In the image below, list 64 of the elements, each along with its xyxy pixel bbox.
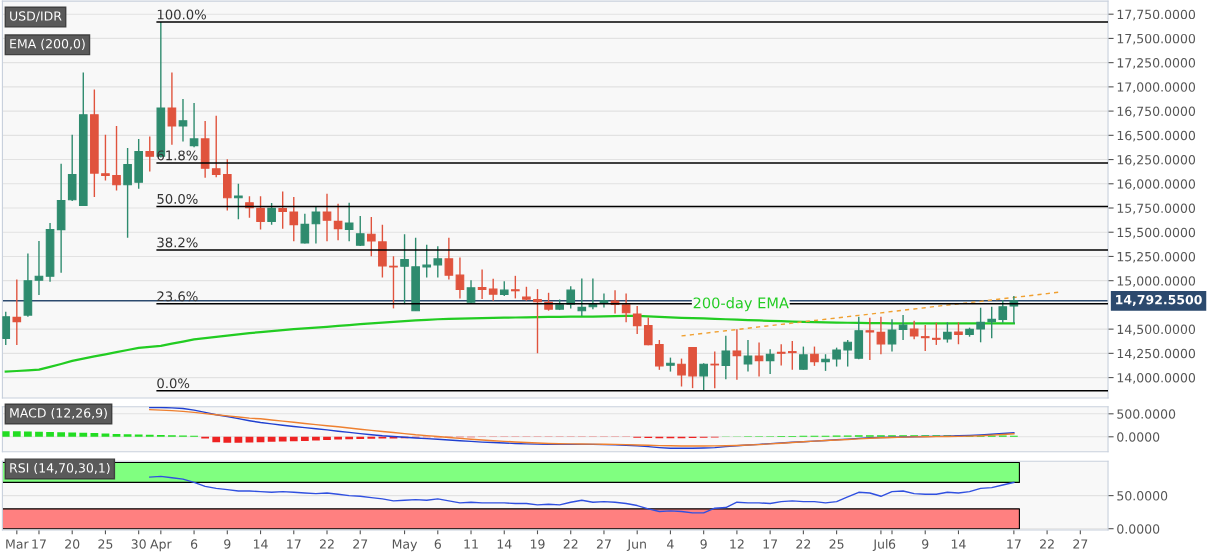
y-tick-label: 15,750.0000 [1117,203,1196,215]
chart-title: MACD (12,26,9) [10,407,107,420]
annotation: EMA (200,0) [10,38,85,50]
x-tick-label: 17 [1007,539,1021,549]
x-tick-label: May [392,539,418,552]
x-tick-label: 6 [434,539,441,549]
x-tick-label: 22 [1040,539,1054,549]
x-tick-label: Mar [6,539,29,549]
annotation: 61.8% [157,150,198,161]
x-tick-label: 27 [596,539,611,549]
series-label: 200-day EMA [693,297,789,312]
x-tick-label: 27 [1073,539,1088,549]
x-tick-label: Jun [626,539,646,552]
ref-line-label: 14,792.5500 [1116,294,1202,307]
y-tick-label: 14,250.0000 [1117,348,1196,360]
x-tick-label: 22 [319,539,334,549]
annotation: 100.0% [157,9,206,20]
y-tick-label: 50.0000 [1117,491,1168,501]
y-tick-label: 16,000.0000 [1117,179,1196,190]
x-tick-label: 30 [131,539,146,549]
x-tick-label: Jul [872,539,888,552]
x-tick-label: 14 [951,539,966,549]
annotation: 23.6% [157,291,198,302]
x-tick-label: 9 [700,539,707,549]
y-tick-label: 17,000.0000 [1117,82,1196,94]
x-tick-label: 27 [353,539,368,549]
y-tick-label: 14,000.0000 [1117,373,1196,384]
annotation: 50.0% [157,193,198,204]
y-tick-label: 16,250.0000 [1117,155,1196,166]
x-tick-label: 12 [730,539,744,549]
x-tick-label: 14 [253,539,268,549]
x-tick-label: 17 [763,539,778,549]
x-tick-label: 14 [497,539,512,549]
x-tick-label: 19 [530,539,545,549]
x-tick-label: 22 [563,539,578,549]
y-tick-label: 17,750.0000 [1117,9,1196,21]
y-tick-label: 0.0000 [1117,524,1160,534]
y-tick-label: 500.0000 [1117,409,1176,419]
y-tick-label: 15,000.0000 [1117,276,1196,287]
x-tick-label: 17 [32,539,46,549]
chart-title: RSI (14,70,30,1) [10,462,110,475]
x-tick-label: 9 [922,539,929,549]
x-tick-label: 22 [796,539,811,549]
y-tick-label: 16,500.0000 [1117,130,1196,142]
text: USD/IDR [10,11,62,22]
y-tick-label: 14,500.0000 [1117,324,1196,336]
x-tick-label: 20 [65,539,80,549]
x-tick-label: Apr [150,539,172,552]
x-tick-label: 4 [667,539,674,549]
x-tick-label: 17 [287,539,301,549]
y-tick-label: 17,500.0000 [1117,33,1196,45]
x-tick-label: 25 [98,539,113,549]
y-tick-label: 15,500.0000 [1117,227,1196,239]
x-tick-label: 6 [888,539,896,549]
y-tick-label: 0.0000 [1117,432,1160,442]
annotation: 0.0% [157,378,190,389]
annotation: 38.2% [157,237,198,248]
x-tick-label: 11 [464,539,478,549]
y-tick-label: 15,250.0000 [1117,251,1196,263]
y-tick-label: 16,750.0000 [1117,106,1196,118]
x-tick-label: 9 [224,539,231,549]
x-tick-label: 6 [190,539,198,549]
y-tick-label: 17,250.0000 [1117,58,1196,69]
x-tick-label: 25 [829,539,844,549]
